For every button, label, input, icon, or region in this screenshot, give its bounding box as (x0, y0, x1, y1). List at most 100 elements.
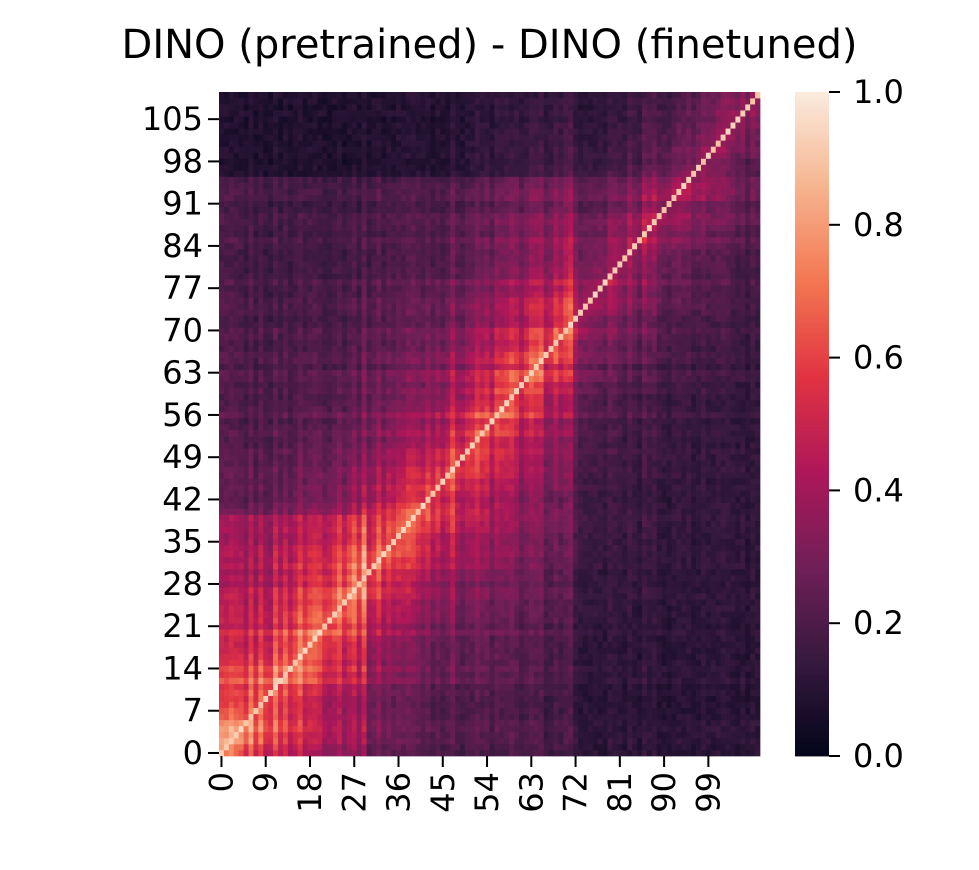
heatmap-cell (720, 550, 726, 558)
heatmap-cell (223, 605, 230, 612)
heatmap-cell (253, 719, 259, 727)
heatmap-cell (258, 743, 264, 751)
heatmap-cell (700, 484, 707, 491)
heatmap-cell (627, 647, 633, 654)
heatmap-cell (337, 490, 343, 497)
heatmap-cell (410, 731, 417, 739)
heatmap-cell (287, 671, 294, 678)
heatmap-cell (661, 550, 667, 558)
heatmap-cell (273, 689, 279, 696)
heatmap-cell (474, 737, 481, 745)
heatmap-cell (258, 484, 264, 491)
heatmap-cell (317, 641, 323, 648)
heatmap-cell (450, 647, 456, 654)
heatmap-cell (710, 532, 717, 540)
heatmap-cell (459, 508, 466, 515)
heatmap-cell (228, 683, 235, 690)
heatmap-cell (705, 556, 712, 564)
heatmap-cell (297, 689, 303, 696)
heatmap-cell (361, 496, 367, 503)
heatmap-cell (622, 502, 628, 509)
heatmap-cell (568, 520, 574, 527)
heatmap-cell (700, 538, 707, 546)
heatmap-cell (268, 617, 274, 624)
heatmap-cell (710, 605, 717, 612)
heatmap-cell (479, 496, 485, 503)
heatmap-cell (592, 550, 599, 558)
heatmap-cell (445, 617, 451, 624)
heatmap-cell (282, 647, 289, 654)
heatmap-cell (519, 623, 525, 630)
heatmap-cell (223, 683, 230, 690)
heatmap-cell (332, 586, 338, 594)
heatmap-cell (666, 611, 672, 618)
heatmap-cell (332, 568, 338, 576)
heatmap-cell (337, 568, 343, 576)
heatmap-cell (278, 562, 284, 570)
heatmap-cell (322, 593, 328, 600)
heatmap-cell (332, 635, 338, 642)
heatmap-cell (533, 496, 540, 503)
heatmap-cell (597, 490, 603, 497)
heatmap-cell (755, 653, 761, 660)
heatmap-cell (297, 484, 303, 491)
heatmap-cell (592, 490, 599, 497)
heatmap-cell (302, 611, 308, 618)
heatmap-cell (661, 532, 667, 540)
heatmap-cell (366, 532, 372, 540)
heatmap-cell (435, 737, 441, 745)
heatmap-cell (391, 659, 397, 666)
heatmap-cell (592, 496, 599, 503)
heatmap-cell (287, 707, 294, 715)
heatmap-cell (563, 653, 569, 660)
heatmap-cell (233, 568, 240, 576)
heatmap-cell (248, 707, 254, 715)
heatmap-cell (632, 653, 638, 660)
heatmap-cell (573, 550, 579, 558)
heatmap-cell (371, 659, 377, 666)
heatmap-cell (720, 683, 726, 690)
heatmap-cell (538, 586, 544, 594)
heatmap-cell (440, 550, 446, 558)
heatmap-cell (356, 586, 362, 594)
heatmap-cell (396, 502, 402, 509)
heatmap-cell (228, 562, 235, 570)
heatmap-cell (504, 490, 510, 497)
heatmap-cell (459, 737, 466, 745)
heatmap-cell (484, 538, 490, 546)
heatmap-cell (228, 719, 235, 727)
heatmap-cell (273, 478, 279, 485)
heatmap-cell (519, 677, 525, 684)
heatmap-cell (622, 659, 628, 666)
heatmap-cell (651, 659, 658, 666)
heatmap-cell (637, 719, 643, 727)
heatmap-cell (282, 605, 289, 612)
heatmap-cell (223, 635, 230, 642)
heatmap-cell (696, 623, 702, 630)
heatmap-cell (455, 611, 461, 618)
heatmap-cell (700, 490, 707, 497)
heatmap-cell (223, 713, 230, 721)
heatmap-cell (327, 496, 333, 503)
heatmap-cell (391, 701, 397, 709)
heatmap-cell (489, 689, 495, 696)
heatmap-cell (514, 737, 520, 745)
heatmap-cell (573, 635, 579, 642)
heatmap-cell (425, 605, 431, 612)
heatmap-cell (425, 490, 431, 497)
heatmap-cell (238, 502, 244, 509)
heatmap-cell (263, 514, 269, 521)
heatmap-cell (587, 635, 594, 642)
heatmap-cell (528, 737, 535, 745)
heatmap-cell (396, 695, 402, 703)
heatmap-cell (578, 629, 584, 636)
heatmap-cell (282, 514, 289, 521)
heatmap-cell (351, 683, 358, 690)
heatmap-cell (750, 496, 756, 503)
heatmap-cell (558, 749, 564, 757)
heatmap-cell (720, 611, 726, 618)
heatmap-cell (410, 707, 417, 715)
heatmap-cell (258, 544, 264, 552)
heatmap-cell (691, 665, 697, 672)
heatmap-cell (346, 544, 353, 552)
